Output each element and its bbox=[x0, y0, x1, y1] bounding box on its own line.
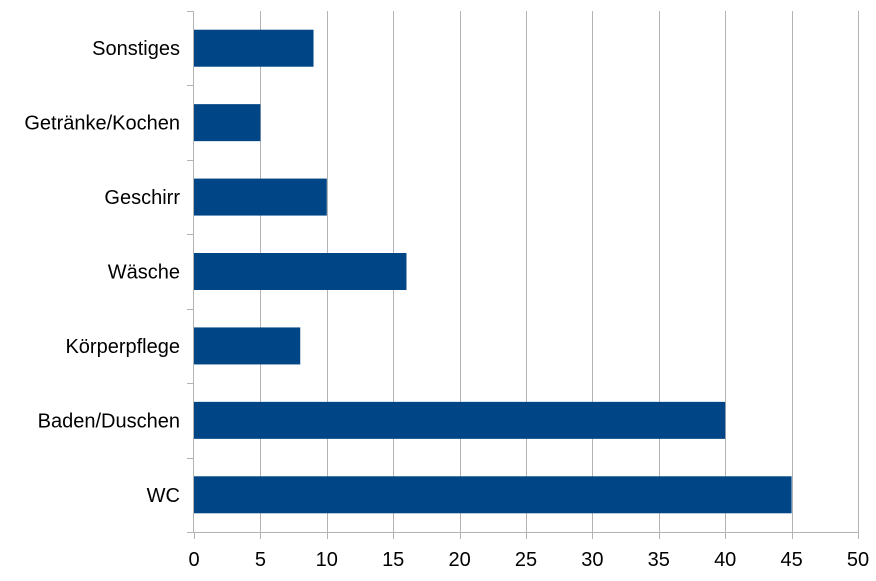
grid-lines bbox=[260, 11, 859, 532]
y-category-label: Körperpflege bbox=[65, 336, 180, 358]
x-tick-label: 50 bbox=[847, 549, 869, 571]
x-tick-label: 30 bbox=[581, 549, 603, 571]
x-tick-labels: 0 5 10 15 20 25 30 35 40 45 50 bbox=[188, 549, 869, 571]
y-category-label: Sonstiges bbox=[92, 38, 180, 60]
y-category-label: Getränke/Kochen bbox=[24, 113, 180, 135]
bar-baden-duschen bbox=[194, 401, 726, 439]
bar-wäsche bbox=[194, 253, 407, 290]
x-tick-label: 20 bbox=[448, 549, 470, 571]
axes bbox=[187, 11, 859, 539]
y-category-label: Geschirr bbox=[104, 187, 180, 209]
x-tick-label: 5 bbox=[255, 549, 266, 571]
y-category-label: Baden/Duschen bbox=[38, 410, 180, 432]
x-tick-label: 10 bbox=[316, 549, 338, 571]
x-tick-label: 35 bbox=[648, 549, 670, 571]
bar-körperpflege bbox=[194, 327, 301, 365]
bar-geschirr bbox=[194, 178, 327, 216]
y-category-label: WC bbox=[147, 485, 180, 507]
bar-wc bbox=[194, 476, 792, 514]
y-category-labels: WC Baden/Duschen Körperpflege Wäsche Geschir… bbox=[24, 38, 180, 507]
x-tick-label: 45 bbox=[780, 549, 802, 571]
x-tick-label: 25 bbox=[515, 549, 537, 571]
bar-getränke-kochen bbox=[194, 104, 261, 142]
bars bbox=[194, 29, 792, 514]
x-tick-label: 0 bbox=[188, 549, 199, 571]
y-category-label: Wäsche bbox=[108, 262, 180, 284]
x-tick-label: 15 bbox=[382, 549, 404, 571]
x-tick-label: 40 bbox=[714, 549, 736, 571]
bar-sonstiges bbox=[194, 29, 314, 67]
